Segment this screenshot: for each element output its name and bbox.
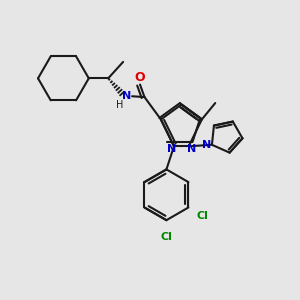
Text: N: N bbox=[187, 144, 196, 154]
Text: O: O bbox=[135, 71, 145, 85]
Text: Cl: Cl bbox=[197, 211, 208, 221]
Text: N: N bbox=[122, 91, 131, 101]
Text: N: N bbox=[167, 144, 176, 154]
Text: N: N bbox=[202, 140, 211, 150]
Text: H: H bbox=[116, 100, 124, 110]
Text: Cl: Cl bbox=[160, 232, 172, 242]
